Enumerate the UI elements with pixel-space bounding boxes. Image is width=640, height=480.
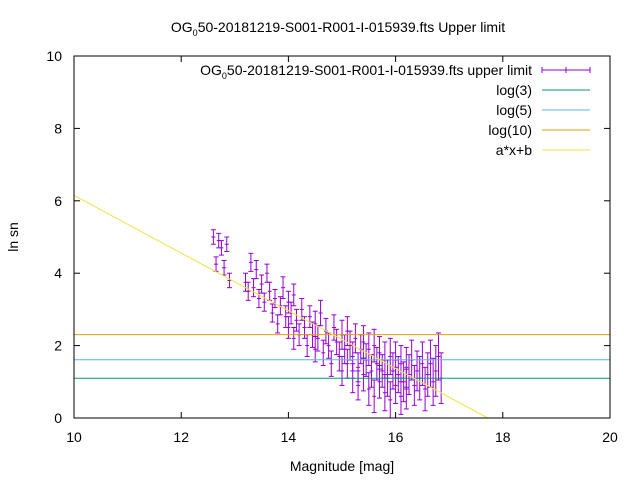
data-point-93 [430, 357, 436, 406]
data-point-56 [355, 370, 361, 401]
data-point-17 [269, 303, 275, 323]
x-tick-label: 12 [173, 429, 189, 445]
data-point-12 [256, 288, 262, 309]
data-point-4 [221, 260, 227, 276]
data-point-3 [218, 240, 224, 256]
data-point-8 [245, 281, 251, 301]
data-point-49 [344, 348, 350, 379]
data-point-58 [360, 357, 366, 392]
x-tick-label: 18 [495, 429, 511, 445]
data-point-18 [272, 288, 278, 309]
data-point-92 [427, 339, 433, 388]
data-point-5 [224, 236, 230, 252]
data-point-61 [366, 372, 372, 406]
data-point-66 [374, 346, 380, 381]
chart-title: OG050-20181219-S001-R001-I-015939.fts Up… [171, 19, 505, 38]
data-point-59 [360, 325, 366, 359]
data-point-19 [275, 314, 281, 334]
data-point-90 [422, 366, 428, 412]
data-point-80 [398, 345, 404, 383]
data-point-95 [435, 332, 441, 381]
chart-title-subscript: 0 [193, 28, 198, 38]
data-point-30 [299, 298, 305, 321]
data-point-53 [350, 341, 356, 372]
legend-label: log(10) [488, 122, 532, 138]
data-point-81 [401, 361, 407, 403]
x-tick-label: 16 [388, 429, 404, 445]
data-point-1 [213, 256, 219, 272]
x-axis-label: Magnitude [mag] [290, 458, 394, 474]
y-tick-label: 0 [54, 410, 62, 426]
chart-title-main: OG [171, 19, 193, 35]
data-point-27 [291, 283, 297, 307]
data-point-73 [387, 337, 393, 376]
data-point-67 [377, 365, 383, 399]
data-point-28 [293, 308, 299, 332]
data-point-39 [320, 339, 326, 367]
data-point-94 [433, 345, 439, 397]
x-tick-label: 14 [281, 429, 297, 445]
data-point-37 [315, 325, 321, 352]
legend-label-rest: 50-20181219-S001-R001-I-015939.fts upper… [227, 62, 532, 78]
data-point-89 [419, 341, 425, 386]
x-tick-label: 10 [66, 429, 82, 445]
legend-label: OG050-20181219-S001-R001-I-015939.fts up… [200, 62, 532, 81]
chart-title-rest: 50-20181219-S001-R001-I-015939.fts Upper… [198, 19, 506, 35]
legend-sample-errorbars [541, 67, 591, 73]
data-point-13 [259, 274, 265, 294]
data-point-15 [264, 263, 270, 283]
data-point-47 [339, 355, 345, 386]
data-point-83 [403, 368, 409, 410]
legend-label-subscript: 0 [222, 71, 227, 81]
data-point-79 [398, 377, 404, 415]
plot-area [73, 194, 610, 419]
legend: OG050-20181219-S001-R001-I-015939.fts up… [200, 62, 591, 158]
data-point-86 [411, 365, 417, 406]
data-point-38 [318, 299, 324, 327]
data-point-21 [280, 276, 286, 300]
data-point-51 [347, 330, 353, 361]
data-point-42 [328, 350, 334, 377]
data-point-0 [210, 229, 216, 245]
legend-label: log(3) [496, 82, 532, 98]
data-point-65 [371, 379, 377, 414]
data-point-41 [326, 332, 332, 359]
data-point-16 [267, 281, 273, 301]
data-point-43 [331, 314, 337, 341]
axes: 10 12 14 16 18 20 0 2 4 6 8 10 [46, 48, 618, 445]
legend-label: log(5) [496, 102, 532, 118]
data-point-26 [291, 327, 297, 350]
data-point-36 [312, 310, 318, 338]
data-point-74 [387, 381, 393, 419]
y-tick-label: 10 [46, 48, 62, 64]
legend-label-main: OG [200, 62, 222, 78]
data-point-9 [248, 252, 254, 272]
plot-frame [73, 55, 611, 419]
y-tick-label: 8 [54, 120, 62, 136]
y-tick-label: 6 [54, 193, 62, 209]
data-point-54 [352, 323, 358, 354]
data-point-87 [414, 350, 420, 392]
data-point-10 [251, 278, 257, 298]
data-point-33 [307, 305, 313, 328]
y-tick-label: 2 [54, 338, 62, 354]
data-point-6 [226, 272, 232, 289]
legend-label: a*x+b [496, 142, 532, 158]
data-point-68 [377, 336, 383, 370]
x-tick-label: 20 [602, 429, 618, 445]
data-point-70 [382, 374, 388, 412]
y-tick-label: 4 [54, 265, 62, 281]
series-line-fit [73, 194, 489, 419]
data-point-62 [366, 332, 372, 367]
data-point-78 [395, 355, 401, 394]
y-axis-label: ln sn [5, 222, 21, 252]
data-point-14 [261, 292, 267, 312]
data-point-35 [312, 336, 318, 363]
data-point-11 [253, 260, 259, 280]
data-point-75 [390, 352, 396, 390]
